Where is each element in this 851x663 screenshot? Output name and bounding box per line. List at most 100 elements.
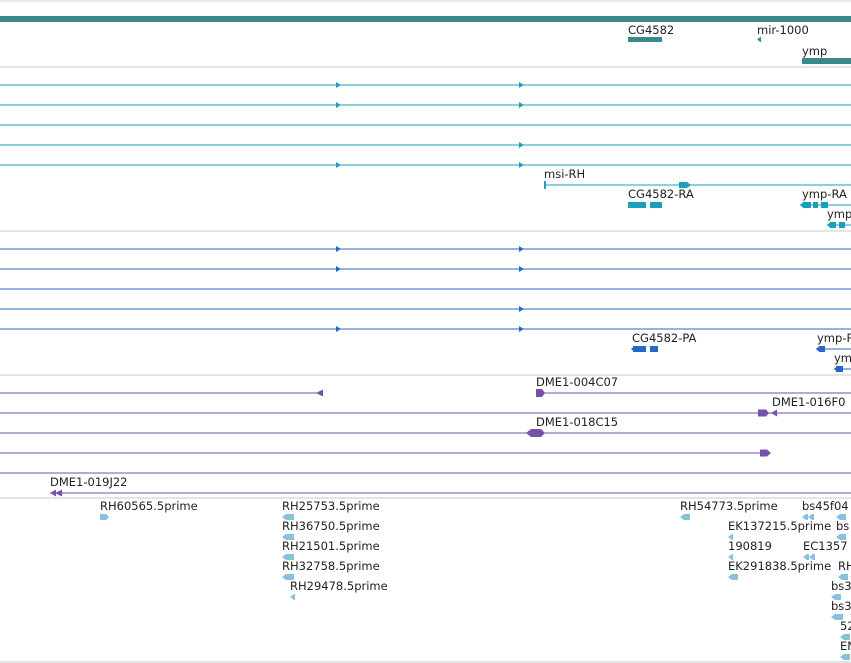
est-feature[interactable] [831, 594, 841, 600]
est-label: RH21501.5prime [282, 539, 380, 553]
clone-end[interactable] [760, 449, 771, 457]
clone-track: DME1-004C07 DME1-016F0 DME1-018C15 DME1-… [0, 375, 851, 499]
est-feature[interactable] [282, 534, 294, 540]
transcript-start-tick [544, 181, 546, 189]
gene-feature-cg4582[interactable] [628, 37, 662, 42]
strand-arrow [834, 365, 838, 373]
gene-label-ymp: ymp [802, 44, 827, 58]
protein-track: CG4582-PA ymp-P ym [0, 246, 851, 376]
strand-arrow [519, 102, 524, 108]
est-feature[interactable] [680, 514, 690, 520]
exon[interactable] [813, 202, 818, 208]
strand-arrow [519, 306, 524, 312]
strand-arrow [631, 345, 635, 353]
est-label: RH29478.5prime [290, 579, 388, 593]
est-feature[interactable] [728, 574, 738, 580]
gene-feature-mir-1000[interactable] [757, 36, 761, 43]
clone-label-dme1-004c07: DME1-004C07 [536, 375, 618, 389]
est-feature[interactable] [840, 634, 850, 640]
transcript-label-ymp-ra: ymp-RA [802, 187, 847, 201]
est-feature[interactable] [290, 594, 295, 600]
est-label: EN [840, 639, 851, 653]
exon[interactable] [650, 202, 662, 208]
est-feature[interactable] [728, 554, 733, 560]
strand-arrow [519, 326, 524, 332]
est-label: bs3 [831, 579, 851, 593]
est-label: RH [838, 559, 851, 573]
clone-end[interactable] [526, 429, 545, 437]
est-track: RH60565.5prime RH25753.5prime RH36750.5p… [0, 499, 851, 663]
est-feature[interactable] [836, 514, 846, 520]
est-label: RH54773.5prime [680, 499, 778, 513]
strand-arrow [519, 142, 524, 148]
genomic-span-bar[interactable] [0, 16, 851, 22]
est-feature[interactable] [808, 514, 814, 520]
strand-arrow [336, 82, 341, 88]
strand-arrow [628, 36, 632, 43]
gene-feature-ymp[interactable] [802, 58, 851, 64]
exon[interactable] [628, 202, 646, 208]
transcript-label-cg4582-ra: CG4582-RA [628, 187, 694, 201]
est-feature[interactable] [836, 534, 846, 540]
est-label: bs45f04 [802, 499, 849, 513]
clone-end[interactable] [758, 409, 769, 417]
est-feature[interactable] [840, 654, 850, 660]
clone-end[interactable] [536, 389, 545, 397]
strand-arrow [519, 162, 524, 168]
strand-arrow [687, 182, 691, 188]
transcript-label-msi-rh: msi-RH [544, 167, 585, 181]
est-label: RH25753.5prime [282, 499, 380, 513]
clone-end[interactable] [316, 389, 323, 397]
transcript-label-ymp: ymp [827, 207, 851, 221]
est-feature[interactable] [728, 534, 733, 540]
clone-end[interactable] [55, 489, 62, 497]
strand-arrow [519, 246, 524, 252]
protein-label-ymp-p: ymp-P [817, 331, 851, 345]
strand-arrow [336, 326, 341, 332]
est-feature[interactable] [809, 554, 815, 560]
est-feature[interactable] [282, 554, 294, 560]
strand-arrow [519, 266, 524, 272]
strand-arrow [336, 246, 341, 252]
strand-arrow [816, 345, 820, 353]
coding-exon[interactable] [633, 346, 646, 352]
est-label: 190819 [728, 539, 772, 553]
gene-label-mir-1000: mir-1000 [757, 23, 809, 37]
est-feature[interactable] [282, 574, 294, 580]
coding-exon[interactable] [650, 346, 658, 352]
est-label: RH36750.5prime [282, 519, 380, 533]
rna-transcript-track: msi-RH CG4582-RA ymp-RA ymp [0, 82, 851, 232]
clone-label-dme1-019j22: DME1-019J22 [50, 475, 128, 489]
exon[interactable] [679, 182, 687, 188]
protein-label-ym: ym [834, 351, 851, 365]
exon[interactable] [821, 202, 828, 208]
clone-label-dme1-016f0: DME1-016F0 [772, 395, 845, 409]
est-label: bs [836, 519, 849, 533]
clone-end[interactable] [50, 489, 56, 497]
est-feature[interactable] [802, 514, 808, 520]
coding-exon[interactable] [820, 346, 825, 352]
est-label: EC1357 [803, 539, 848, 553]
est-label: EK137215.5prime [728, 519, 831, 533]
strand-arrow [800, 201, 804, 209]
est-label: EK291838.5prime [728, 559, 831, 573]
clone-end[interactable] [771, 409, 777, 417]
coding-exon[interactable] [836, 366, 843, 372]
gene-label-cg4582: CG4582 [628, 23, 674, 37]
est-feature[interactable] [803, 554, 809, 560]
est-label: RH60565.5prime [100, 499, 198, 513]
est-feature[interactable] [100, 514, 109, 520]
exon[interactable] [803, 202, 811, 208]
est-feature[interactable] [838, 574, 848, 580]
est-feature[interactable] [282, 514, 294, 520]
est-feature[interactable] [831, 614, 843, 620]
exon[interactable] [839, 222, 845, 228]
gene-track: CG4582 mir-1000 ymp [0, 0, 851, 68]
strand-arrow [336, 102, 341, 108]
est-label: 52 [840, 619, 851, 633]
exon[interactable] [830, 222, 836, 228]
clone-label-dme1-018c15: DME1-018C15 [536, 415, 618, 429]
est-label: RH32758.5prime [282, 559, 380, 573]
strand-arrow [802, 57, 806, 65]
